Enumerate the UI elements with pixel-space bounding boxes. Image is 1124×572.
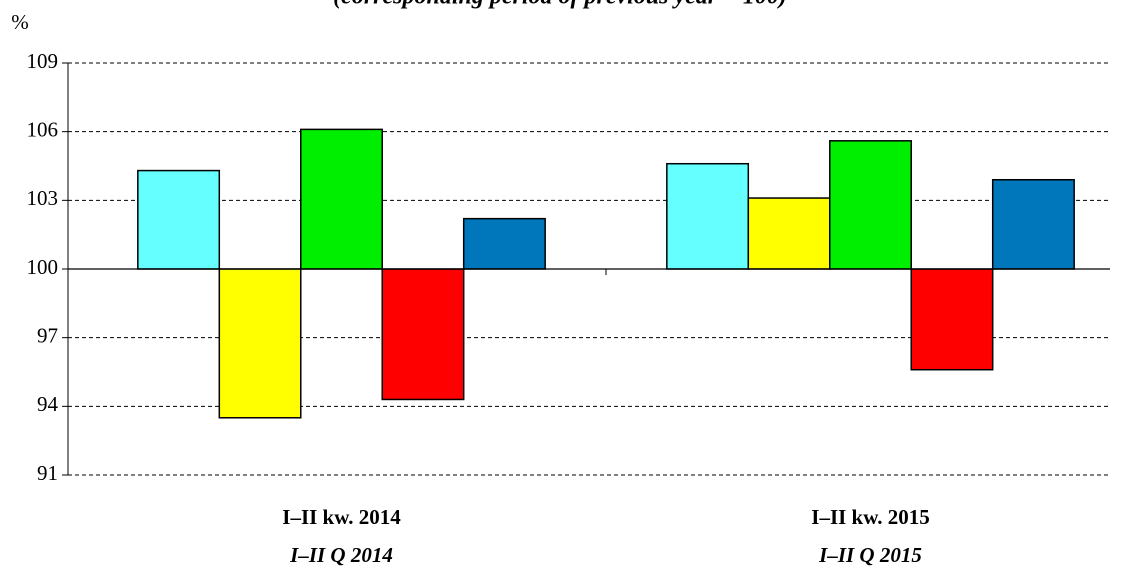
x-tick-label: I–II kw. 2014 [282, 505, 401, 529]
bar [666, 162, 750, 270]
bar [300, 128, 383, 270]
y-tick-label: 100 [27, 255, 59, 279]
x-tick-sublabel: I–II Q 2014 [289, 543, 393, 567]
chart-title: (corresponding period of previous year =… [333, 0, 787, 10]
y-tick-label: 103 [27, 186, 59, 210]
bar [381, 268, 465, 401]
y-tick-label: 109 [27, 49, 59, 73]
bar [462, 217, 546, 270]
bar [218, 268, 302, 419]
bar [137, 169, 221, 270]
y-tick-label: 106 [27, 117, 59, 141]
y-axis-label: % [11, 10, 29, 34]
bar [991, 178, 1075, 270]
x-tick-label: I–II kw. 2015 [811, 505, 929, 529]
bar [747, 197, 831, 270]
y-tick-label: 97 [37, 323, 58, 347]
bar [910, 268, 994, 371]
bar [829, 140, 912, 270]
y-tick-label: 94 [37, 392, 59, 416]
x-tick-sublabel: I–II Q 2015 [818, 543, 922, 567]
y-tick-label: 91 [37, 461, 58, 485]
